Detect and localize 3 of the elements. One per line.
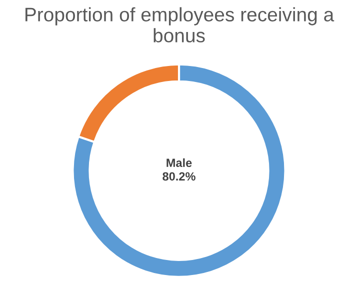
chart-title: Proportion of employees receiving a bonus: [26, 7, 334, 42]
data-label: 80.2%: [162, 172, 196, 181]
slice-label: Male: [166, 158, 192, 168]
